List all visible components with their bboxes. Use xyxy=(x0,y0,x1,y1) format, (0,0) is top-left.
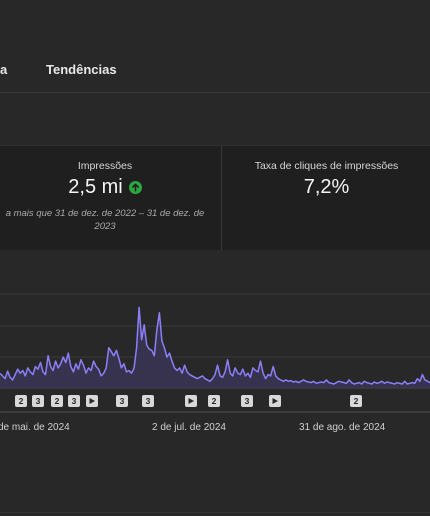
marker-badge[interactable]: 3 xyxy=(241,395,253,407)
metrics-panel: Impressões 2,5 mi a mais que 31 de dez. … xyxy=(0,146,430,250)
analytics-tabs: ita Tendências xyxy=(0,0,430,93)
marker-badge[interactable]: 3 xyxy=(32,395,44,407)
chart-area xyxy=(0,307,430,388)
marker-badge[interactable]: 2 xyxy=(51,395,63,407)
impressions-value-row: 2,5 mi xyxy=(0,176,220,199)
ctr-value: 7,2% xyxy=(303,176,350,198)
marker-label: 2 xyxy=(354,396,359,406)
marker-label: 2 xyxy=(212,396,217,406)
arrow-up-icon xyxy=(128,181,142,194)
impressions-comparison-note: a mais que 31 de dez. de 2022 – 31 de de… xyxy=(5,208,205,232)
x-tick-label: 2 de jul. de 2024 xyxy=(152,422,226,433)
arrow-up-glyph xyxy=(131,183,139,192)
marker-label: 3 xyxy=(245,396,250,406)
play-icon[interactable] xyxy=(269,395,281,407)
x-tick-label: 31 de ago. de 2024 xyxy=(299,422,386,433)
marker-badge[interactable]: 3 xyxy=(116,395,128,407)
marker-label: 3 xyxy=(36,396,41,406)
ctr-card[interactable]: Taxa de cliques de impressões 7,2% xyxy=(221,146,430,250)
marker-badge[interactable]: 2 xyxy=(350,395,362,407)
tab-partial[interactable]: ita xyxy=(0,62,8,77)
bottom-divider xyxy=(0,512,430,513)
tab-trends[interactable]: Tendências xyxy=(46,62,117,77)
chart-line xyxy=(0,306,430,385)
impressions-chart[interactable]: 2 3 2 3 3 3 2 3 2 xyxy=(0,262,430,422)
impressions-card[interactable]: Impressões 2,5 mi a mais que 31 de dez. … xyxy=(0,146,220,250)
marker-label: 3 xyxy=(146,396,151,406)
marker-label: 2 xyxy=(19,396,24,406)
ctr-label: Taxa de cliques de impressões xyxy=(254,160,399,172)
impressions-value: 2,5 mi xyxy=(68,176,123,198)
play-icon[interactable] xyxy=(185,395,197,407)
marker-label: 3 xyxy=(120,396,125,406)
marker-badge[interactable]: 2 xyxy=(208,395,220,407)
marker-badge[interactable]: 2 xyxy=(15,395,27,407)
x-tick-label: de mai. de 2024 xyxy=(0,422,70,433)
chart-markers: 2 3 2 3 3 3 2 3 2 xyxy=(15,395,362,407)
ctr-value-row: 7,2% xyxy=(222,176,430,199)
play-icon[interactable] xyxy=(86,395,98,407)
marker-label: 3 xyxy=(72,396,77,406)
marker-badge[interactable]: 3 xyxy=(142,395,154,407)
chart-grid xyxy=(0,293,430,413)
marker-label: 2 xyxy=(55,396,60,406)
marker-badge[interactable]: 3 xyxy=(68,395,80,407)
section-divider xyxy=(0,145,430,146)
impressions-label: Impressões xyxy=(77,160,133,172)
